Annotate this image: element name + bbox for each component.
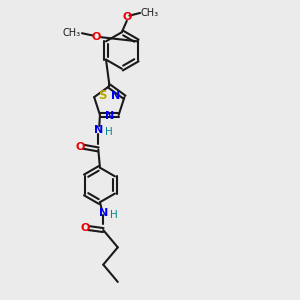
Text: O: O bbox=[75, 142, 84, 152]
Text: S: S bbox=[98, 89, 106, 102]
Text: N: N bbox=[105, 111, 115, 121]
Text: H: H bbox=[105, 127, 113, 137]
Text: N: N bbox=[111, 91, 121, 101]
Text: CH₃: CH₃ bbox=[63, 28, 81, 38]
Text: O: O bbox=[80, 223, 89, 233]
Text: O: O bbox=[122, 12, 131, 22]
Text: N: N bbox=[94, 124, 103, 134]
Text: CH₃: CH₃ bbox=[141, 8, 159, 18]
Text: H: H bbox=[110, 211, 118, 220]
Text: O: O bbox=[92, 32, 101, 42]
Text: N: N bbox=[99, 208, 108, 218]
